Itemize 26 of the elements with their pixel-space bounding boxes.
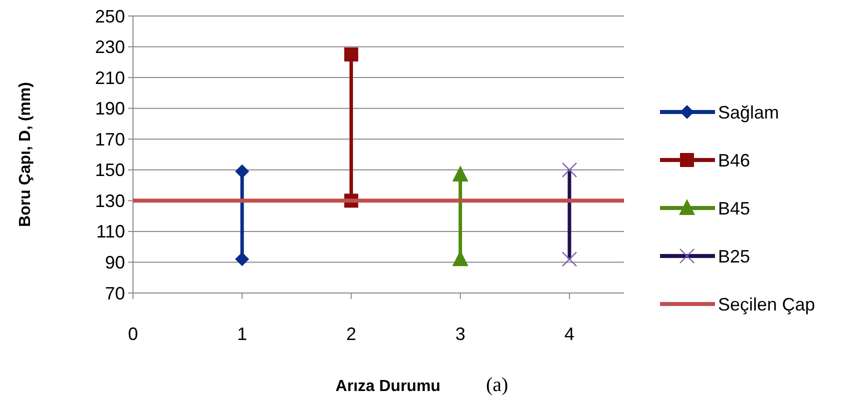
y-tick-label: 250: [94, 6, 125, 26]
point: [235, 252, 250, 266]
y-tick-label: 230: [94, 37, 125, 58]
y-axis-title: Boru Çapı, D, (mm): [17, 82, 34, 227]
legend-label: B25: [718, 246, 750, 266]
x-tick-label: 2: [346, 324, 356, 344]
x-tick-label: 3: [455, 324, 466, 344]
x-tick-label: 1: [237, 324, 248, 344]
text: (a): [486, 374, 508, 396]
y-tick-label: 90: [104, 252, 125, 273]
y-tick-label: 190: [94, 98, 125, 119]
legend-label: B46: [718, 150, 750, 170]
y-tick-label: 210: [94, 68, 125, 88]
y-tick-label: 130: [94, 190, 125, 211]
legend-label: Seçilen Çap: [718, 294, 816, 314]
y-tick-label: 70: [104, 283, 125, 304]
y-tick-label: 150: [94, 160, 125, 180]
x-tick-label: 0: [128, 324, 138, 344]
point: [235, 164, 250, 178]
y-tick-label: 110: [96, 222, 125, 242]
legend-label: Sağlam: [718, 102, 780, 122]
y-tick-label: 170: [94, 129, 125, 150]
legend-label: B45: [718, 198, 750, 218]
point: [344, 47, 358, 62]
x-tick-label: 4: [564, 324, 574, 344]
x-axis-title: Arıza Durumu: [336, 378, 440, 395]
